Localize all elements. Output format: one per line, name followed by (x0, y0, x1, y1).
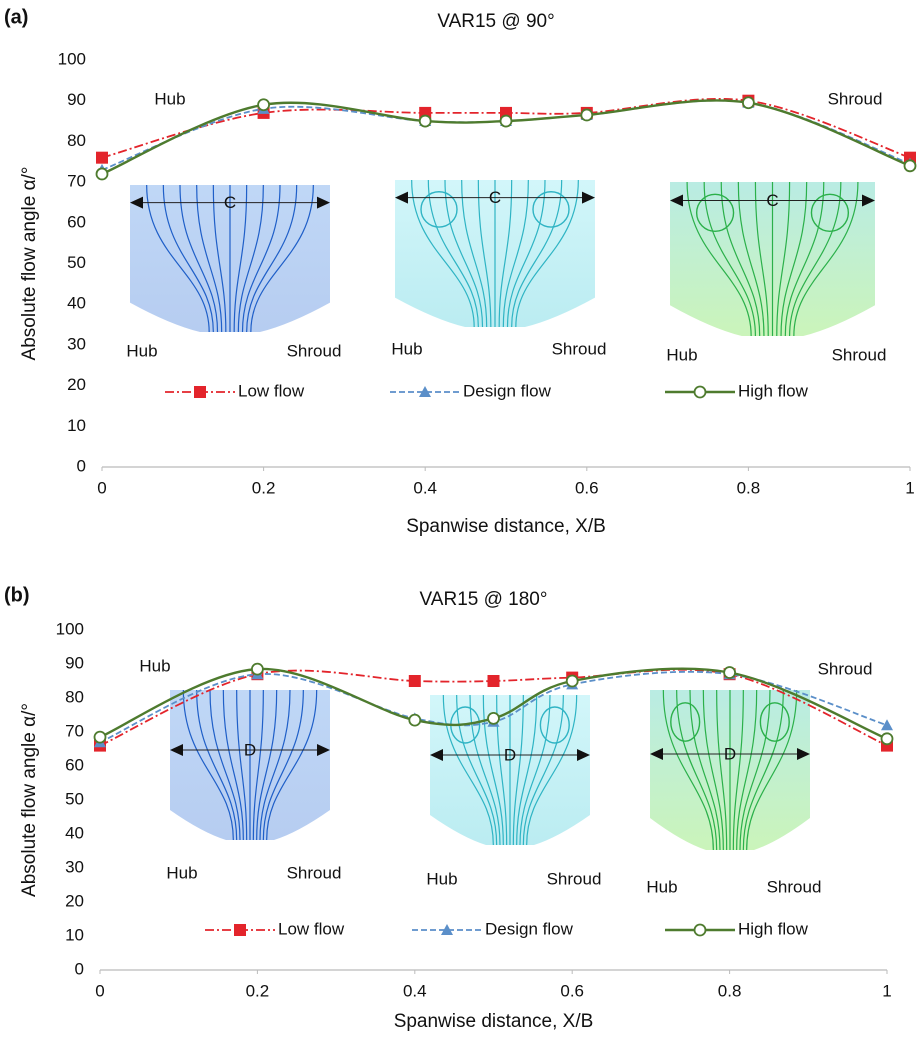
y-axis-label: Absolute flow angle α/° (19, 167, 40, 361)
y-tick-label: 40 (67, 294, 86, 313)
marker (96, 152, 108, 164)
x-tick-label: 1 (882, 981, 891, 1000)
marker (234, 924, 246, 936)
panel-label: (b) (4, 584, 30, 606)
marker (695, 925, 706, 936)
inset-shroud: Shroud (832, 345, 887, 364)
y-tick-label: 80 (65, 687, 84, 706)
legend-label: High flow (738, 919, 809, 938)
x-tick-label: 0.4 (403, 981, 427, 1000)
annotation: Shroud (818, 659, 873, 678)
marker (501, 116, 512, 127)
y-tick-label: 30 (67, 334, 86, 353)
inset (650, 690, 810, 850)
y-tick-label: 60 (67, 212, 86, 231)
x-tick-label: 0 (95, 981, 104, 1000)
legend-label: Design flow (485, 919, 574, 938)
marker (581, 109, 592, 120)
inset-label: C (224, 193, 236, 212)
y-tick-label: 100 (58, 49, 86, 68)
y-tick-label: 0 (75, 959, 84, 978)
x-axis-label: Spanwise distance, X/B (394, 1011, 594, 1032)
marker (420, 116, 431, 127)
inset-shroud: Shroud (287, 341, 342, 360)
chart-title: VAR15 @ 90° (437, 11, 554, 32)
x-tick-label: 0 (97, 478, 106, 497)
marker (882, 733, 893, 744)
x-tick-label: 0.2 (246, 981, 270, 1000)
inset-hub: Hub (426, 869, 457, 888)
x-axis-label: Spanwise distance, X/B (406, 516, 606, 537)
figure: (a) VAR15 @ 90° Spanwise distance, X/B Abso… (0, 0, 923, 1035)
y-tick-label: 30 (65, 857, 84, 876)
marker (252, 664, 263, 675)
marker (258, 99, 269, 110)
inset-shroud: Shroud (547, 869, 602, 888)
y-tick-label: 70 (67, 172, 86, 191)
inset-hub: Hub (391, 339, 422, 358)
y-tick-label: 10 (65, 925, 84, 944)
y-tick-label: 80 (67, 131, 86, 150)
marker (194, 386, 206, 398)
inset-hub: Hub (166, 863, 197, 882)
marker (567, 676, 578, 687)
x-tick-label: 0.6 (575, 478, 599, 497)
inset-shroud: Shroud (767, 877, 822, 896)
x-tick-label: 0.2 (252, 478, 276, 497)
chart-title: VAR15 @ 180° (420, 589, 548, 610)
y-tick-label: 20 (67, 375, 86, 394)
y-tick-label: 0 (77, 456, 86, 475)
x-tick-label: 0.6 (560, 981, 584, 1000)
annotation: Shroud (828, 89, 883, 108)
legend-label: Low flow (238, 381, 305, 400)
marker (905, 160, 916, 171)
x-tick-label: 1 (905, 478, 914, 497)
inset-label: D (724, 744, 736, 763)
y-tick-label: 40 (65, 823, 84, 842)
inset-hub: Hub (126, 341, 157, 360)
marker (488, 713, 499, 724)
inset (430, 695, 590, 845)
y-tick-label: 20 (65, 891, 84, 910)
y-tick-label: 60 (65, 755, 84, 774)
inset-shroud: Shroud (287, 863, 342, 882)
marker (409, 715, 420, 726)
marker (488, 675, 500, 687)
legend-label: High flow (738, 381, 809, 400)
y-tick-label: 50 (65, 789, 84, 808)
x-tick-label: 0.4 (413, 478, 437, 497)
y-tick-label: 100 (56, 619, 84, 638)
y-tick-label: 10 (67, 416, 86, 435)
marker (695, 387, 706, 398)
x-tick-label: 0.8 (718, 981, 742, 1000)
marker (743, 97, 754, 108)
legend-label: Design flow (463, 381, 552, 400)
y-tick-label: 50 (67, 253, 86, 272)
inset-label: C (489, 188, 501, 207)
y-axis-label: Absolute flow angle α/° (19, 703, 40, 897)
inset-label: C (766, 191, 778, 210)
legend-label: Low flow (278, 919, 345, 938)
y-tick-label: 90 (65, 653, 84, 672)
inset (170, 690, 330, 840)
inset-hub: Hub (666, 345, 697, 364)
inset-hub: Hub (646, 877, 677, 896)
marker (97, 168, 108, 179)
y-tick-label: 70 (65, 721, 84, 740)
inset-shroud: Shroud (552, 339, 607, 358)
annotation: Hub (154, 89, 185, 108)
y-tick-label: 90 (67, 90, 86, 109)
marker (95, 732, 106, 743)
inset-label: D (244, 740, 256, 759)
marker (724, 667, 735, 678)
inset-label: D (504, 745, 516, 764)
panel-label: (a) (4, 6, 28, 28)
annotation: Hub (139, 656, 170, 675)
x-tick-label: 0.8 (737, 478, 761, 497)
marker (409, 675, 421, 687)
